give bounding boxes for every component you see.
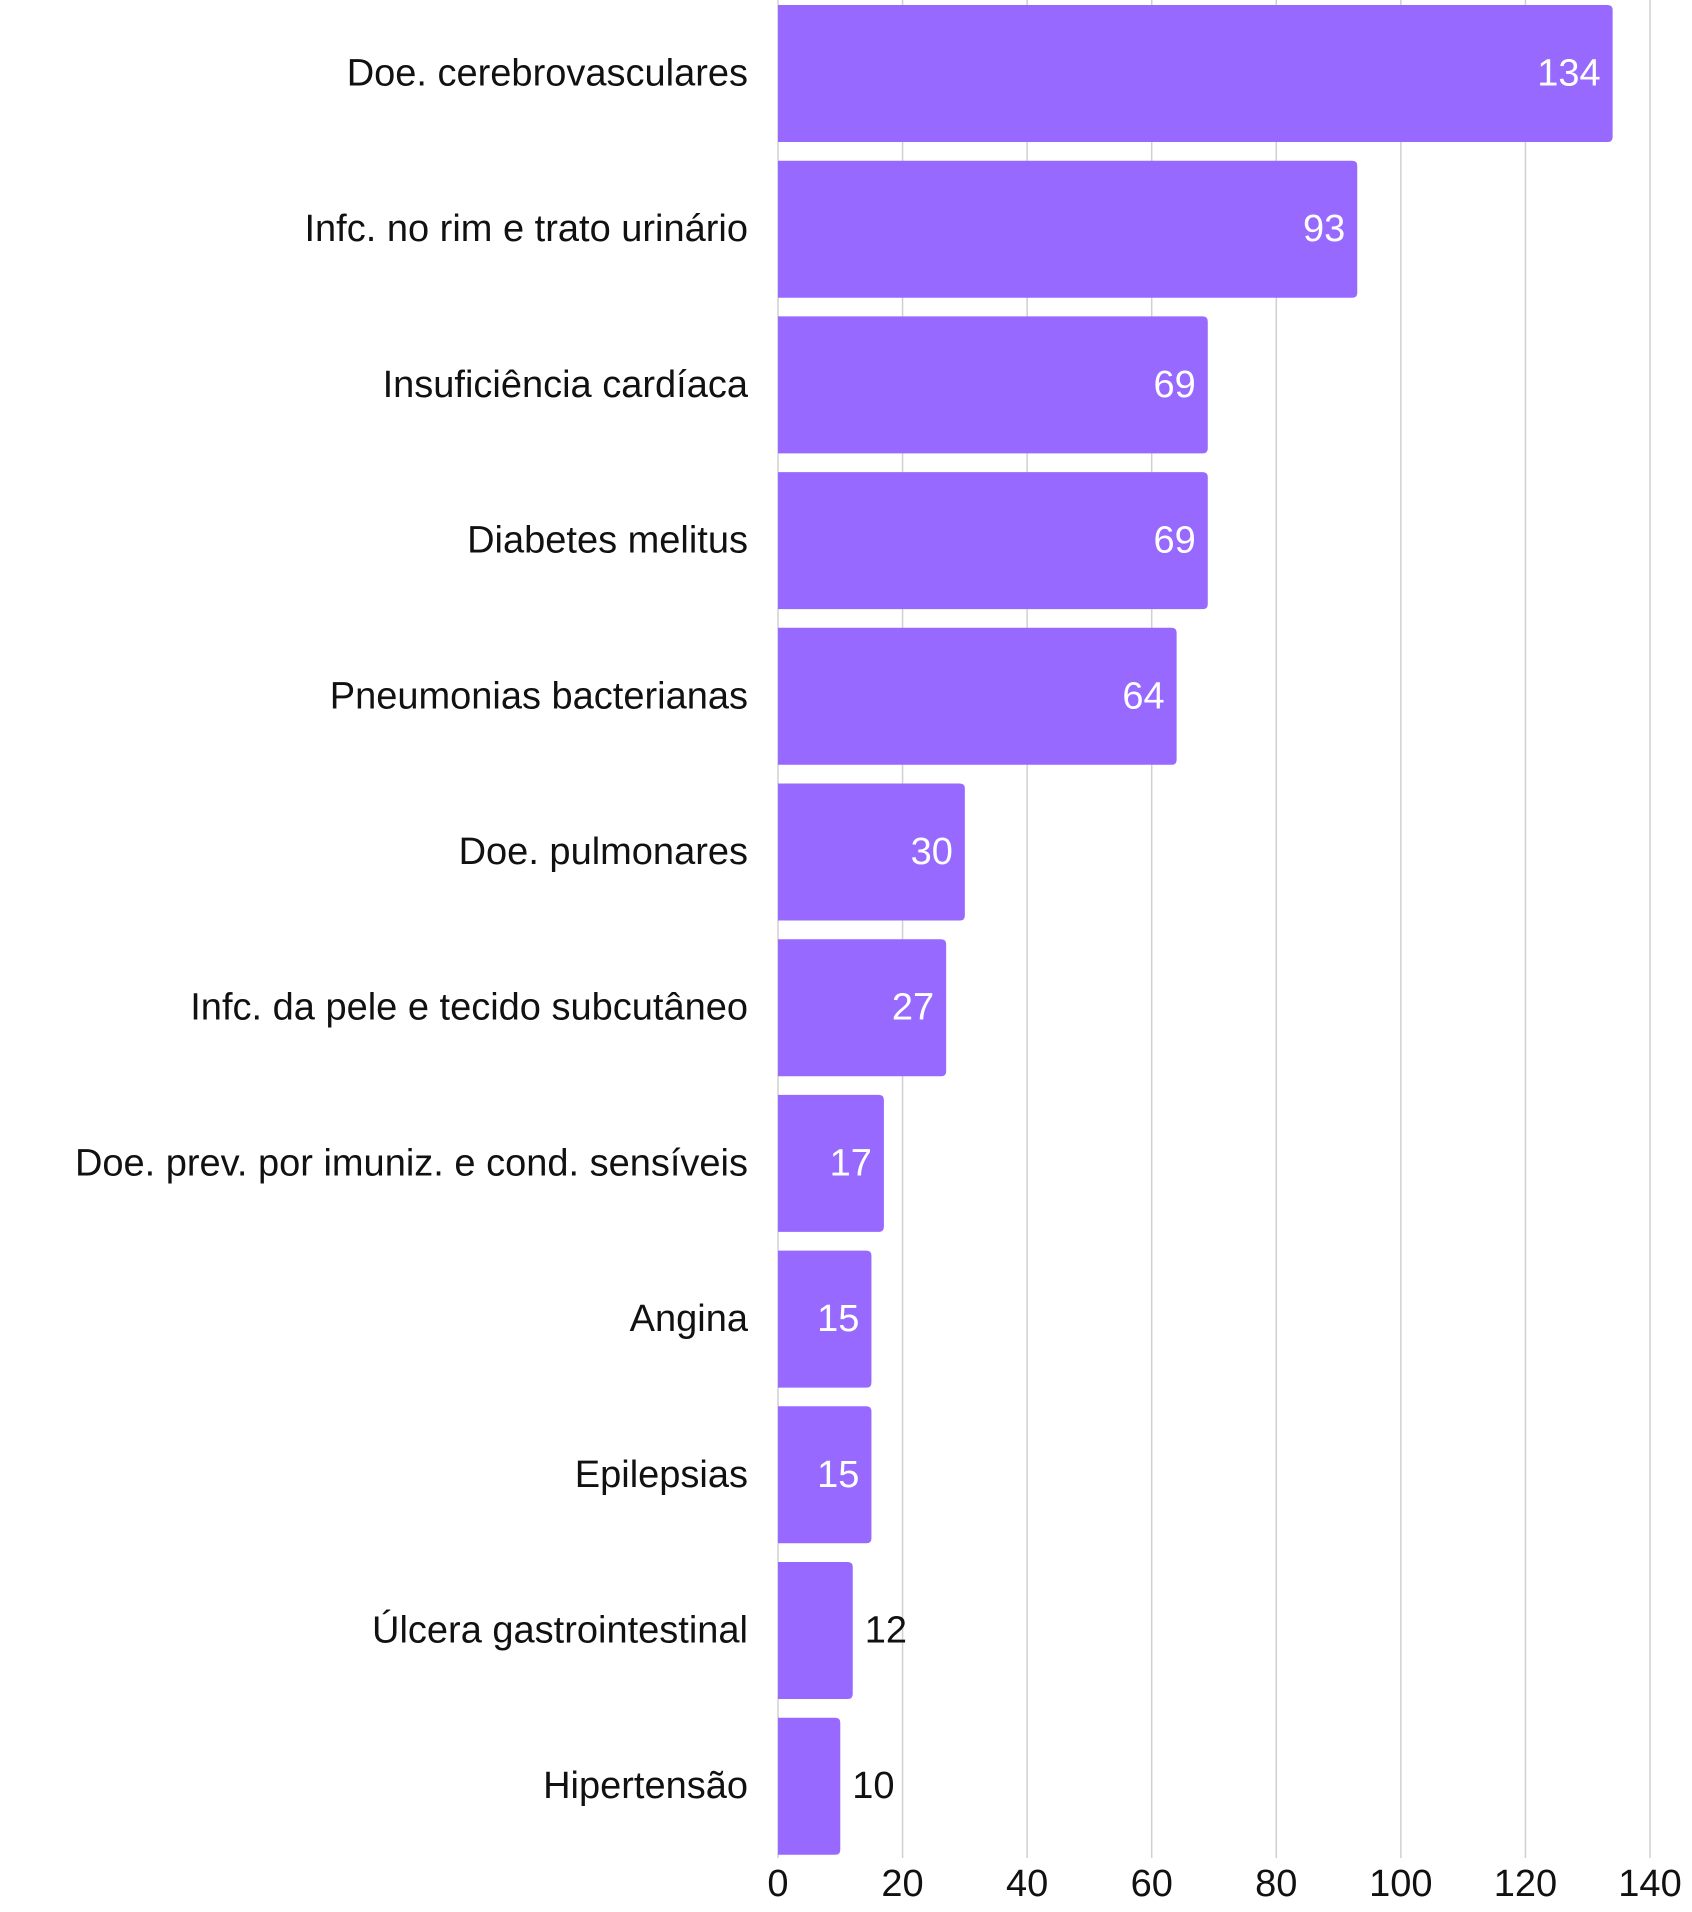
category-label: Epilepsias — [575, 1454, 748, 1496]
x-tick-label: 140 — [1618, 1863, 1681, 1905]
bar — [778, 5, 1613, 142]
x-tick-label: 60 — [1131, 1863, 1173, 1905]
x-tick-label: 80 — [1255, 1863, 1297, 1905]
data-label: 27 — [892, 987, 934, 1029]
data-label: 93 — [1303, 208, 1345, 250]
data-label: 12 — [865, 1610, 907, 1652]
category-label: Diabetes melitus — [467, 520, 748, 562]
bars — [778, 5, 1613, 1855]
bar — [778, 160, 1358, 298]
category-label: Hipertensão — [543, 1765, 748, 1807]
data-label: 15 — [817, 1454, 859, 1496]
category-label: Doe. prev. por imuniz. e cond. sensíveis — [75, 1142, 748, 1184]
bar — [778, 627, 1177, 765]
data-label: 17 — [830, 1142, 872, 1184]
category-label: Infc. da pele e tecido subcutâneo — [190, 987, 748, 1029]
data-label: 134 — [1537, 53, 1600, 95]
data-label: 15 — [817, 1298, 859, 1340]
bar — [778, 316, 1208, 454]
data-label: 10 — [852, 1765, 894, 1807]
data-label: 69 — [1153, 520, 1195, 562]
category-label: Doe. cerebrovasculares — [347, 53, 748, 95]
x-axis-ticks: 0 20 40 60 80 100 120 140 — [767, 1863, 1681, 1905]
bar — [778, 783, 965, 921]
bar — [778, 1250, 872, 1388]
bar — [778, 1406, 872, 1544]
category-label: Pneumonias bacterianas — [330, 675, 748, 717]
x-tick-label: 120 — [1494, 1863, 1557, 1905]
category-label: Doe. pulmonares — [459, 831, 748, 873]
gridlines — [777, 0, 1651, 1858]
x-tick-label: 100 — [1369, 1863, 1432, 1905]
category-label: Úlcera gastrointestinal — [372, 1609, 748, 1652]
bar — [778, 1717, 841, 1855]
bar — [778, 472, 1208, 610]
category-label: Angina — [630, 1298, 749, 1340]
x-tick-label: 0 — [767, 1863, 788, 1905]
x-tick-label: 40 — [1006, 1863, 1048, 1905]
bar — [778, 1094, 884, 1232]
bar — [778, 939, 947, 1077]
category-labels: Doe. cerebrovasculares Infc. no rim e tra… — [75, 53, 749, 1808]
category-label: Infc. no rim e trato urinário — [304, 208, 748, 250]
bar — [778, 1562, 853, 1699]
x-tick-label: 20 — [881, 1863, 923, 1905]
data-label: 30 — [911, 831, 953, 873]
value-labels: 134 93 69 69 64 30 27 17 15 15 12 10 — [817, 53, 1600, 1808]
data-label: 64 — [1122, 675, 1164, 717]
data-label: 69 — [1153, 364, 1195, 406]
category-label: Insuficiência cardíaca — [383, 364, 749, 406]
